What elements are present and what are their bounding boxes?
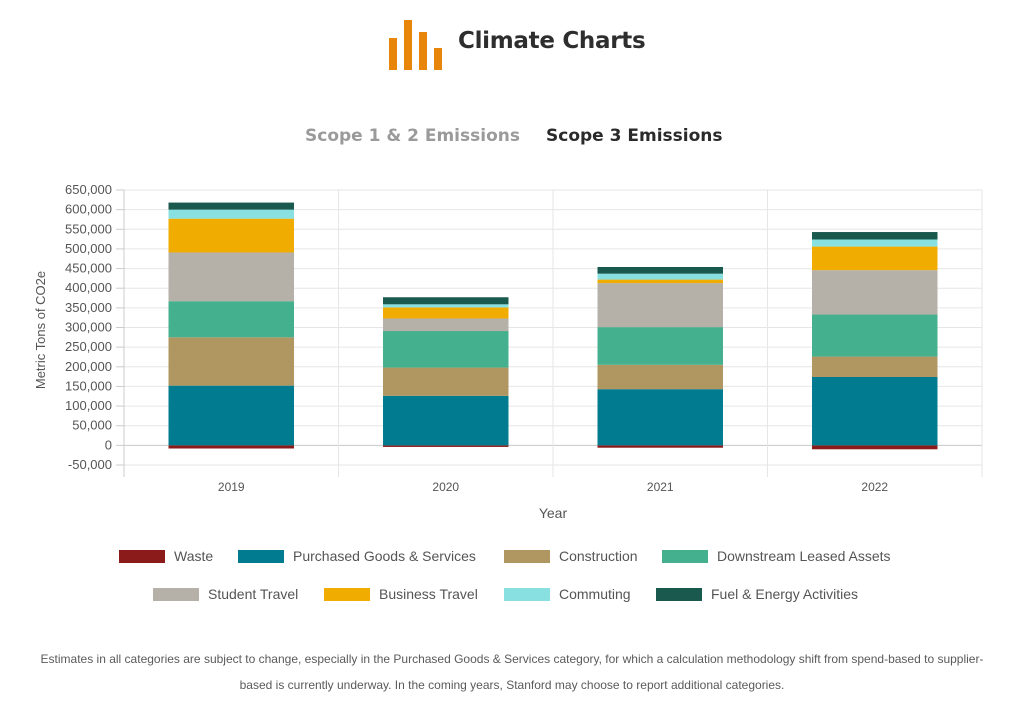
bar-commuting-2019[interactable] [168, 209, 294, 219]
app-title: Climate Charts [458, 28, 646, 54]
axes: -50,000 0 50,000 100,000 150,000 200,000 250,0… [65, 182, 888, 494]
bar-segments [168, 202, 938, 450]
bar-student-travel-2020[interactable] [383, 318, 509, 332]
bar-student-travel-2021[interactable] [597, 283, 723, 328]
bar-business-travel-2021[interactable] [597, 279, 723, 284]
legend-label: Purchased Goods & Services [293, 548, 476, 564]
y-tick-label: 100,000 [65, 398, 112, 413]
legend-label: Business Travel [379, 586, 478, 602]
footnote: Estimates in all categories are subject … [40, 652, 984, 692]
legend-swatch [656, 588, 702, 601]
bar-waste-2021[interactable] [597, 445, 723, 448]
legend-swatch [119, 550, 165, 563]
bar-fuel-energy-activities-2022[interactable] [812, 232, 938, 240]
x-tick-label: 2019 [218, 480, 245, 494]
y-tick-label: 550,000 [65, 221, 112, 236]
y-tick-label: 450,000 [65, 261, 112, 276]
bar-purchased-goods-services-2020[interactable] [383, 395, 509, 446]
bar-chart-logo-icon [389, 20, 442, 70]
legend-swatch [504, 550, 550, 563]
legend-label: Construction [559, 548, 638, 564]
x-tick-label: 2020 [432, 480, 459, 494]
legend-label: Waste [174, 548, 214, 564]
legend-label: Commuting [559, 586, 631, 602]
bar-purchased-goods-services-2021[interactable] [597, 389, 723, 446]
legend-swatch [324, 588, 370, 601]
y-tick-label: 150,000 [65, 378, 112, 393]
bar-commuting-2021[interactable] [597, 273, 723, 280]
bar-waste-2020[interactable] [383, 445, 509, 447]
y-tick-label: 0 [105, 437, 112, 452]
x-tick-label: 2021 [647, 480, 674, 494]
tab-scope-1-2-emissions[interactable]: Scope 1 & 2 Emissions [305, 126, 520, 146]
y-tick-label: -50,000 [68, 457, 112, 472]
bar-business-travel-2020[interactable] [383, 307, 509, 319]
bar-fuel-energy-activities-2021[interactable] [597, 267, 723, 274]
bar-construction-2020[interactable] [383, 367, 509, 396]
legend-label: Fuel & Energy Activities [711, 586, 859, 602]
bar-purchased-goods-services-2022[interactable] [812, 377, 938, 446]
bar-commuting-2020[interactable] [383, 304, 509, 308]
legend-swatch [153, 588, 199, 601]
y-tick-label: 50,000 [72, 418, 112, 433]
y-tick-label: 300,000 [65, 320, 112, 335]
y-tick-label: 350,000 [65, 300, 112, 315]
bar-waste-2019[interactable] [168, 445, 294, 449]
y-tick-label: 400,000 [65, 280, 112, 295]
bar-construction-2021[interactable] [597, 364, 723, 390]
bar-business-travel-2019[interactable] [168, 218, 294, 253]
bar-downstream-leased-assets-2020[interactable] [383, 331, 509, 368]
y-tick-label: 200,000 [65, 359, 112, 374]
y-tick-label: 500,000 [65, 241, 112, 256]
bar-student-travel-2022[interactable] [812, 270, 938, 315]
bar-waste-2022[interactable] [812, 445, 938, 450]
header: Climate Charts [0, 18, 1024, 70]
legend-swatch [662, 550, 708, 563]
x-tick-label: 2022 [861, 480, 888, 494]
bar-fuel-energy-activities-2019[interactable] [168, 202, 294, 210]
bar-purchased-goods-services-2019[interactable] [168, 385, 294, 446]
legend-swatch [504, 588, 550, 601]
tab-bar: Scope 1 & 2 Emissions Scope 3 Emissions [0, 126, 1024, 154]
bar-student-travel-2019[interactable] [168, 252, 294, 302]
y-axis-label: Metric Tons of CO2e [33, 271, 48, 389]
bar-construction-2022[interactable] [812, 356, 938, 377]
bar-commuting-2022[interactable] [812, 239, 938, 247]
y-tick-label: 250,000 [65, 339, 112, 354]
x-axis-label: Year [539, 505, 568, 521]
y-tick-label: 650,000 [65, 182, 112, 197]
bar-downstream-leased-assets-2022[interactable] [812, 314, 938, 357]
legend-swatch [238, 550, 284, 563]
stacked-bar-chart: -50,000 0 50,000 100,000 150,000 200,000 250,0… [33, 182, 983, 521]
bar-construction-2019[interactable] [168, 337, 294, 386]
y-tick-label: 600,000 [65, 202, 112, 217]
legend-label: Student Travel [208, 586, 299, 602]
bar-business-travel-2022[interactable] [812, 246, 938, 271]
bar-downstream-leased-assets-2019[interactable] [168, 301, 294, 338]
bar-downstream-leased-assets-2021[interactable] [597, 327, 723, 365]
bar-fuel-energy-activities-2020[interactable] [383, 297, 509, 305]
legend-label: Downstream Leased Assets [717, 548, 891, 564]
tab-scope-3-emissions[interactable]: Scope 3 Emissions [546, 126, 723, 146]
